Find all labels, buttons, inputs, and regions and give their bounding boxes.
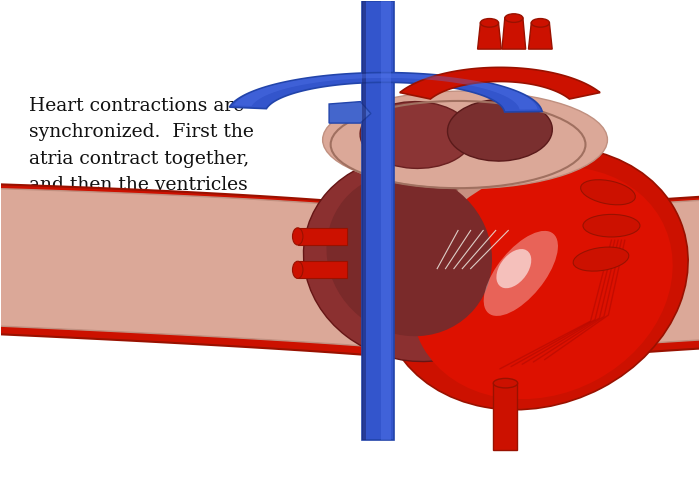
Text: Heart contractions are
synchronized.  First the
atria contract together,
and the: Heart contractions are synchronized. Fir… [29,97,275,300]
Ellipse shape [480,19,498,27]
Polygon shape [477,23,501,49]
Polygon shape [234,73,538,109]
Ellipse shape [326,172,492,336]
Polygon shape [400,67,600,99]
Ellipse shape [447,99,552,161]
Polygon shape [362,1,365,441]
Polygon shape [298,228,346,245]
Ellipse shape [382,146,688,410]
Polygon shape [230,72,542,112]
Polygon shape [528,23,552,49]
Ellipse shape [531,19,550,27]
Ellipse shape [496,249,531,288]
Ellipse shape [573,247,629,271]
Polygon shape [0,174,700,369]
Ellipse shape [293,228,303,245]
Polygon shape [362,1,393,441]
Polygon shape [493,383,517,450]
Ellipse shape [411,167,673,399]
Polygon shape [298,262,346,278]
Ellipse shape [505,14,523,23]
Ellipse shape [580,180,636,205]
Polygon shape [381,1,391,441]
Ellipse shape [583,215,640,237]
Ellipse shape [323,91,608,189]
Ellipse shape [293,261,303,278]
Ellipse shape [494,378,518,388]
Polygon shape [0,180,700,360]
Polygon shape [502,18,526,49]
Ellipse shape [360,102,472,168]
Ellipse shape [484,231,558,316]
Ellipse shape [304,156,529,361]
Ellipse shape [438,133,527,347]
Polygon shape [329,102,371,123]
